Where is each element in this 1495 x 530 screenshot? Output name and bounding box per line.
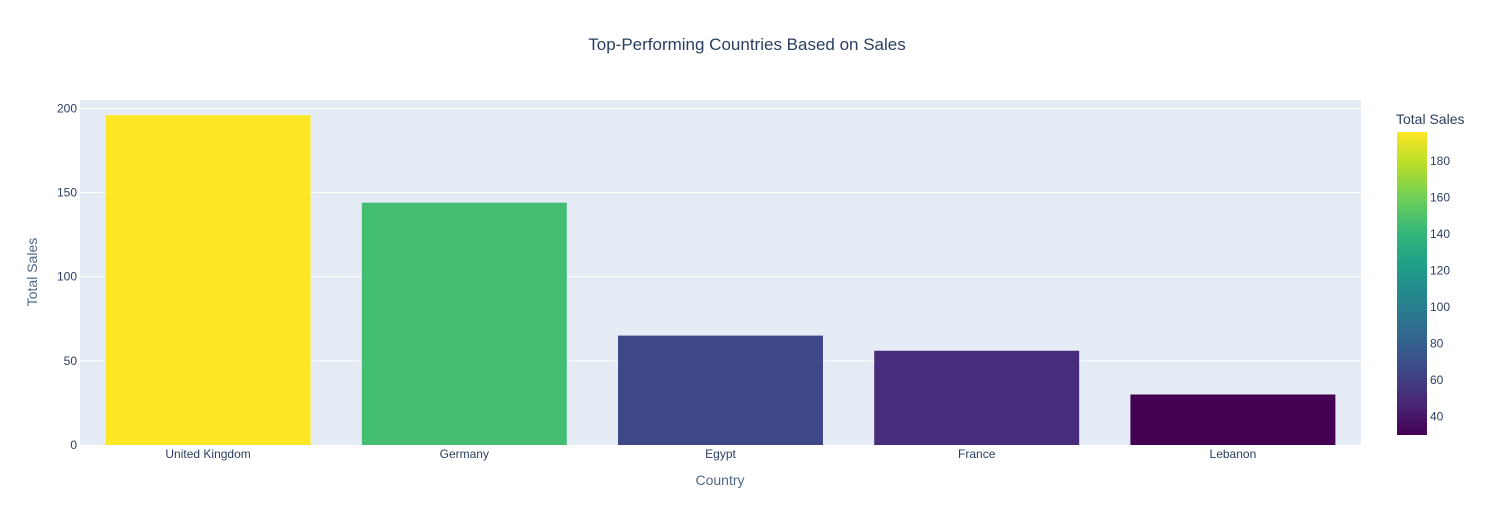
colorbar <box>1397 132 1427 435</box>
bar <box>874 350 1080 445</box>
x-tick-label: Germany <box>440 447 489 461</box>
x-tick-label: Lebanon <box>1210 447 1257 461</box>
x-tick-label: Egypt <box>705 447 736 461</box>
y-tick-label: 100 <box>57 270 77 284</box>
colorbar-tick-label: 80 <box>1430 337 1444 351</box>
colorbar-tick-label: 140 <box>1430 227 1450 241</box>
y-tick-label: 200 <box>57 101 77 115</box>
bar <box>361 202 567 445</box>
y-axis-title: Total Sales <box>24 238 40 306</box>
y-tick-label: 0 <box>70 438 77 452</box>
colorbar-tick-label: 120 <box>1430 264 1450 278</box>
bar <box>105 115 311 446</box>
x-tick-label: United Kingdom <box>165 447 250 461</box>
bar <box>1130 394 1336 445</box>
y-tick-label: 50 <box>64 354 78 368</box>
y-axis-ticks: 0 50 100 150 200 <box>57 101 77 452</box>
bar <box>618 335 823 445</box>
colorbar-tick-label: 40 <box>1430 410 1444 424</box>
chart-title: Top-Performing Countries Based on Sales <box>588 35 906 54</box>
x-axis-ticks: United Kingdom Germany Egypt France Lebanon <box>165 447 1256 461</box>
colorbar-ticks: 40 60 80 100 120 140 160 180 <box>1430 154 1450 424</box>
colorbar-tick-label: 60 <box>1430 373 1444 387</box>
x-axis-title: Country <box>695 472 744 488</box>
colorbar-tick-label: 100 <box>1430 300 1450 314</box>
x-tick-label: France <box>958 447 996 461</box>
colorbar-tick-label: 160 <box>1430 191 1450 205</box>
bars <box>105 115 1336 446</box>
colorbar-tick-label: 180 <box>1430 154 1450 168</box>
y-tick-label: 150 <box>57 186 77 200</box>
colorbar-title: Total Sales <box>1396 111 1464 127</box>
